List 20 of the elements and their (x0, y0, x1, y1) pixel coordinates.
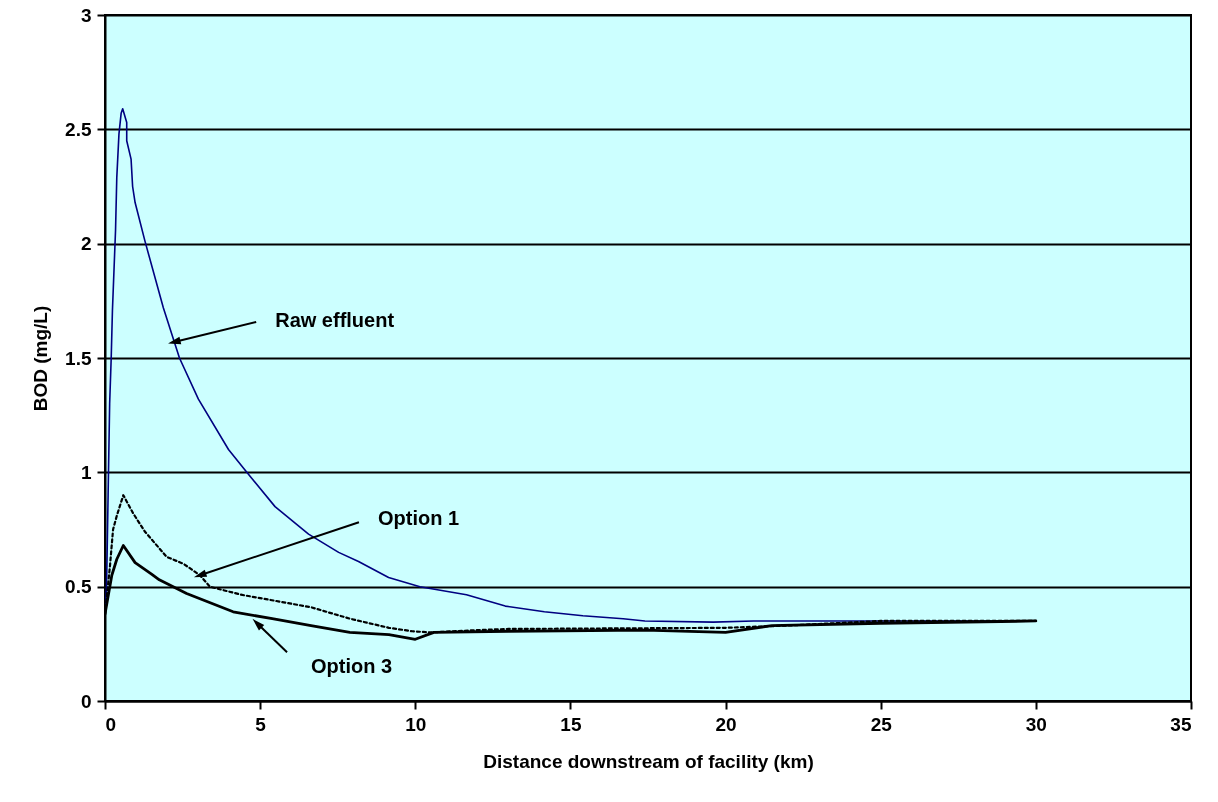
x-axis-title: Distance downstream of facility (km) (483, 750, 814, 772)
annotation: Raw effluent (275, 308, 395, 331)
x-tick-label: 15 (560, 713, 582, 735)
y-tick-label: 1.5 (65, 347, 92, 369)
y-tick-label: 2 (80, 233, 92, 255)
y-tick-label: 0 (80, 690, 92, 712)
x-tick-label: 20 (715, 713, 737, 735)
y-tick-label: 0.5 (65, 576, 92, 598)
x-tick-label: 0 (105, 713, 117, 735)
x-tick-label: 25 (870, 713, 893, 735)
x-tick-label: 5 (255, 713, 267, 735)
y-tick-label: 2.5 (65, 118, 92, 140)
y-axis-title: BOD (mg/L) (30, 305, 52, 412)
x-tick-label: 10 (405, 713, 427, 735)
x-tick-label: 35 (1170, 713, 1192, 735)
annotation: Option 1 (377, 507, 460, 530)
x-tick-label: 30 (1025, 713, 1047, 735)
y-tick-label: 1 (80, 461, 92, 483)
annotation: Option 3 (311, 655, 393, 678)
y-tick-label: 3 (80, 4, 92, 26)
